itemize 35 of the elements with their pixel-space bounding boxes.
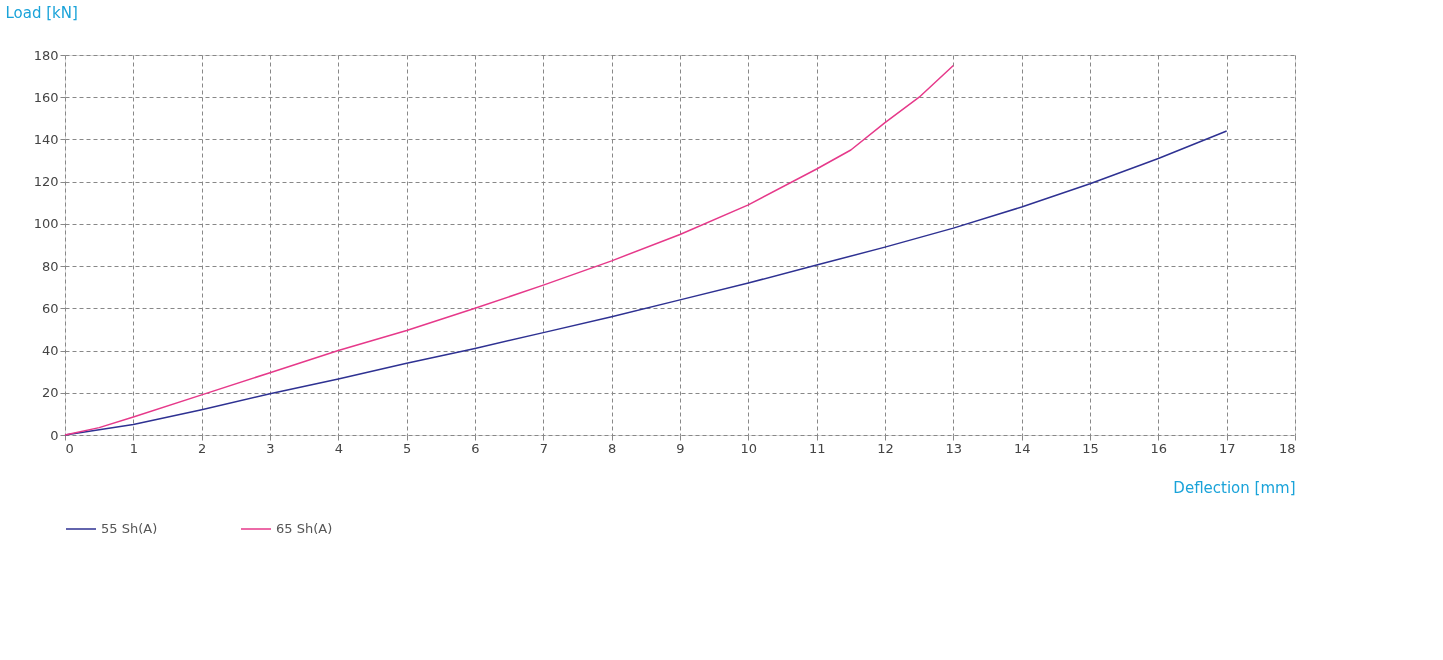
y-tick-label: 160	[33, 89, 59, 105]
x-tick-label: 0	[65, 440, 74, 456]
x-tick-label: 15	[1082, 440, 1099, 456]
line-series	[64, 130, 1228, 436]
y-tick-label: 140	[33, 131, 59, 147]
y-axis-title: Load [kN]	[5, 3, 78, 22]
x-tick-label: 6	[471, 440, 480, 456]
y-tick-label: 180	[33, 47, 59, 63]
x-tick-label: 9	[676, 440, 685, 456]
y-tick-label: 40	[41, 343, 59, 359]
x-tick-label: 17	[1218, 440, 1236, 456]
x-tick-label: 10	[740, 440, 758, 456]
x-axis-title: Deflection [mm]	[1173, 478, 1296, 497]
line-series	[64, 64, 955, 436]
x-tick-label: 13	[945, 440, 963, 456]
y-tick-label: 20	[41, 385, 59, 401]
x-tick-label: 2	[198, 440, 207, 456]
y-tick-label: 0	[50, 427, 59, 443]
x-tick-label: 4	[334, 440, 343, 456]
x-tick-label: 18	[1278, 440, 1296, 456]
y-tick-label: 120	[33, 174, 59, 190]
x-tick-label: 12	[877, 440, 894, 456]
x-tick-label: 5	[403, 440, 412, 456]
x-tick-label: 14	[1013, 440, 1031, 456]
y-tick-label: 60	[41, 300, 59, 316]
legend-label: 65 Sh(A)	[276, 521, 333, 536]
x-tick-label: 1	[129, 440, 138, 456]
x-tick-label: 11	[808, 440, 826, 456]
legend-label: 55 Sh(A)	[101, 521, 158, 536]
x-tick-label: 3	[266, 440, 275, 456]
y-tick-label: 100	[33, 216, 59, 232]
x-tick-label: 7	[539, 440, 548, 456]
y-tick-label: 80	[41, 258, 59, 274]
x-tick-label: 16	[1150, 440, 1168, 456]
x-tick-label: 8	[608, 440, 617, 456]
